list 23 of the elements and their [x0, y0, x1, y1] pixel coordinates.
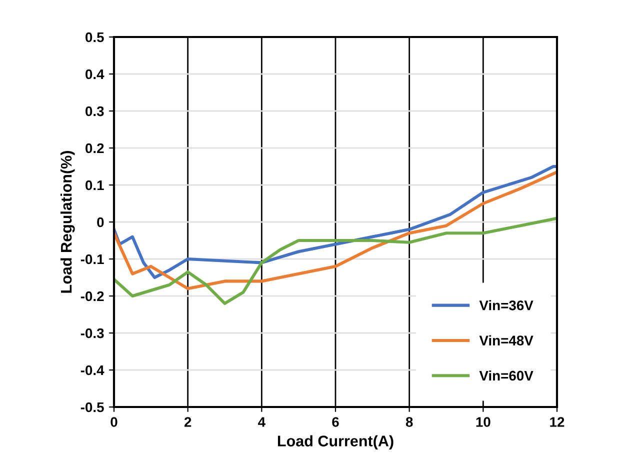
legend-label: Vin=60V	[479, 370, 534, 381]
y-tick-label: 0.3	[86, 106, 104, 116]
y-tick-label: -0.3	[80, 328, 104, 338]
legend-label: Vin=48V	[479, 335, 534, 346]
legend-label: Vin=36V	[479, 300, 534, 310]
y-tick-label: -0.2	[80, 291, 104, 302]
y-tick-label: -0.5	[80, 402, 104, 412]
y-tick-label: 0.2	[86, 143, 104, 154]
y-tick-label: -0.1	[80, 254, 104, 264]
x-tick-label: 2	[184, 417, 192, 427]
x-axis-title: Load Current(A)	[278, 435, 394, 450]
y-tick-label: 0	[97, 217, 104, 228]
y-tick-label: 0.5	[86, 32, 104, 42]
x-tick-label: 6	[332, 417, 339, 427]
y-axis-title: Load Regulation(%)	[60, 151, 75, 293]
x-tick-label: 12	[550, 417, 564, 427]
x-tick-label: 0	[110, 417, 118, 427]
x-tick-label: 10	[476, 417, 490, 427]
y-tick-label: -0.4	[80, 365, 104, 376]
y-tick-label: 0.1	[86, 180, 104, 190]
x-tick-label: 8	[406, 417, 413, 427]
x-tick-label: 4	[258, 417, 266, 427]
y-tick-label: 0.4	[86, 69, 104, 80]
